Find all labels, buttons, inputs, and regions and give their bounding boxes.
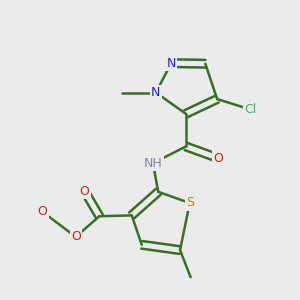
- Text: O: O: [38, 205, 47, 218]
- Text: O: O: [71, 230, 81, 243]
- Text: Cl: Cl: [244, 103, 256, 116]
- Text: O: O: [213, 152, 223, 165]
- Text: S: S: [186, 196, 194, 209]
- Text: N: N: [151, 86, 160, 99]
- Text: N: N: [167, 57, 176, 70]
- Text: NH: NH: [144, 157, 162, 170]
- Text: O: O: [80, 185, 90, 198]
